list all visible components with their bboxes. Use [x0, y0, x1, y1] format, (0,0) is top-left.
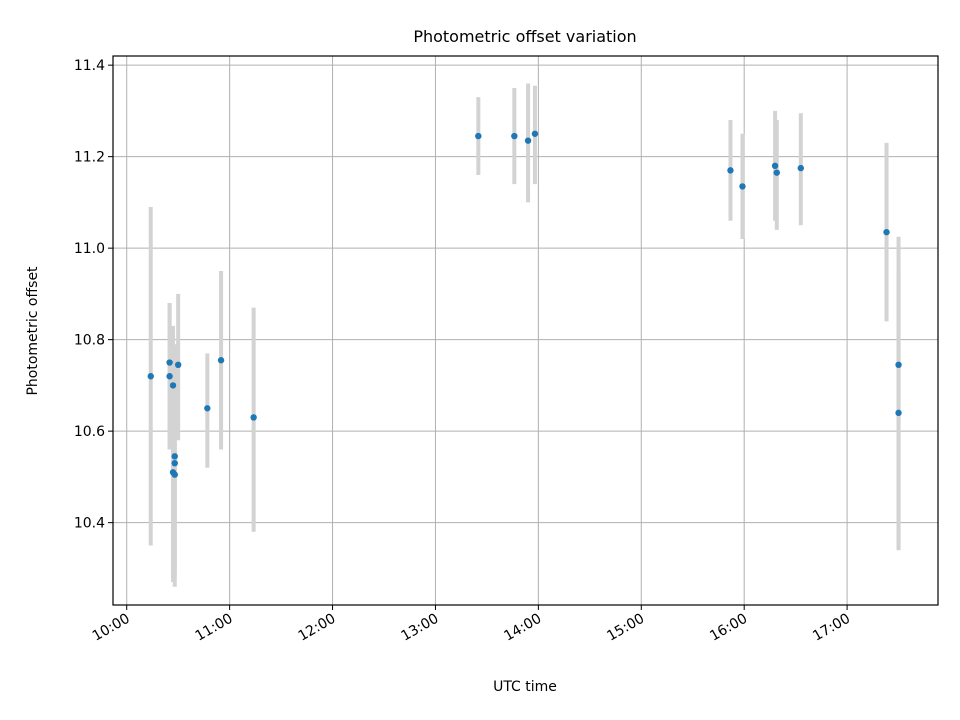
y-tick-label: 10.4: [74, 516, 105, 532]
y-tick-label: 10.6: [74, 424, 105, 440]
data-points: [147, 130, 902, 478]
data-point: [147, 373, 154, 380]
y-tick-label: 11.4: [74, 58, 105, 74]
data-point: [771, 162, 779, 169]
y-axis-label: Photometric offset: [25, 266, 41, 396]
data-point: [524, 137, 532, 144]
data-point: [166, 373, 173, 380]
data-point: [895, 409, 902, 417]
y-tick-label: 10.8: [74, 333, 105, 349]
data-point: [739, 183, 746, 190]
y-tick-label: 11.2: [74, 150, 105, 166]
data-point: [174, 361, 182, 369]
data-point: [171, 471, 178, 478]
data-point: [511, 132, 518, 140]
data-point: [727, 167, 734, 174]
data-point: [171, 453, 178, 460]
data-point: [171, 459, 178, 467]
y-tick-label: 11.0: [74, 241, 105, 257]
data-point: [166, 359, 173, 366]
chart-title: Photometric offset variation: [413, 27, 636, 46]
grid-lines: [113, 56, 938, 605]
data-point: [797, 164, 804, 172]
data-point: [204, 405, 211, 412]
data-point: [250, 414, 257, 421]
data-point: [217, 357, 225, 364]
x-axis-label: UTC time: [493, 679, 557, 695]
data-point: [169, 382, 177, 389]
data-point: [475, 132, 482, 140]
data-point: [773, 169, 780, 176]
data-point: [895, 361, 902, 369]
plot-frame: [112, 55, 939, 606]
data-point: [883, 228, 890, 236]
data-point: [531, 130, 539, 137]
